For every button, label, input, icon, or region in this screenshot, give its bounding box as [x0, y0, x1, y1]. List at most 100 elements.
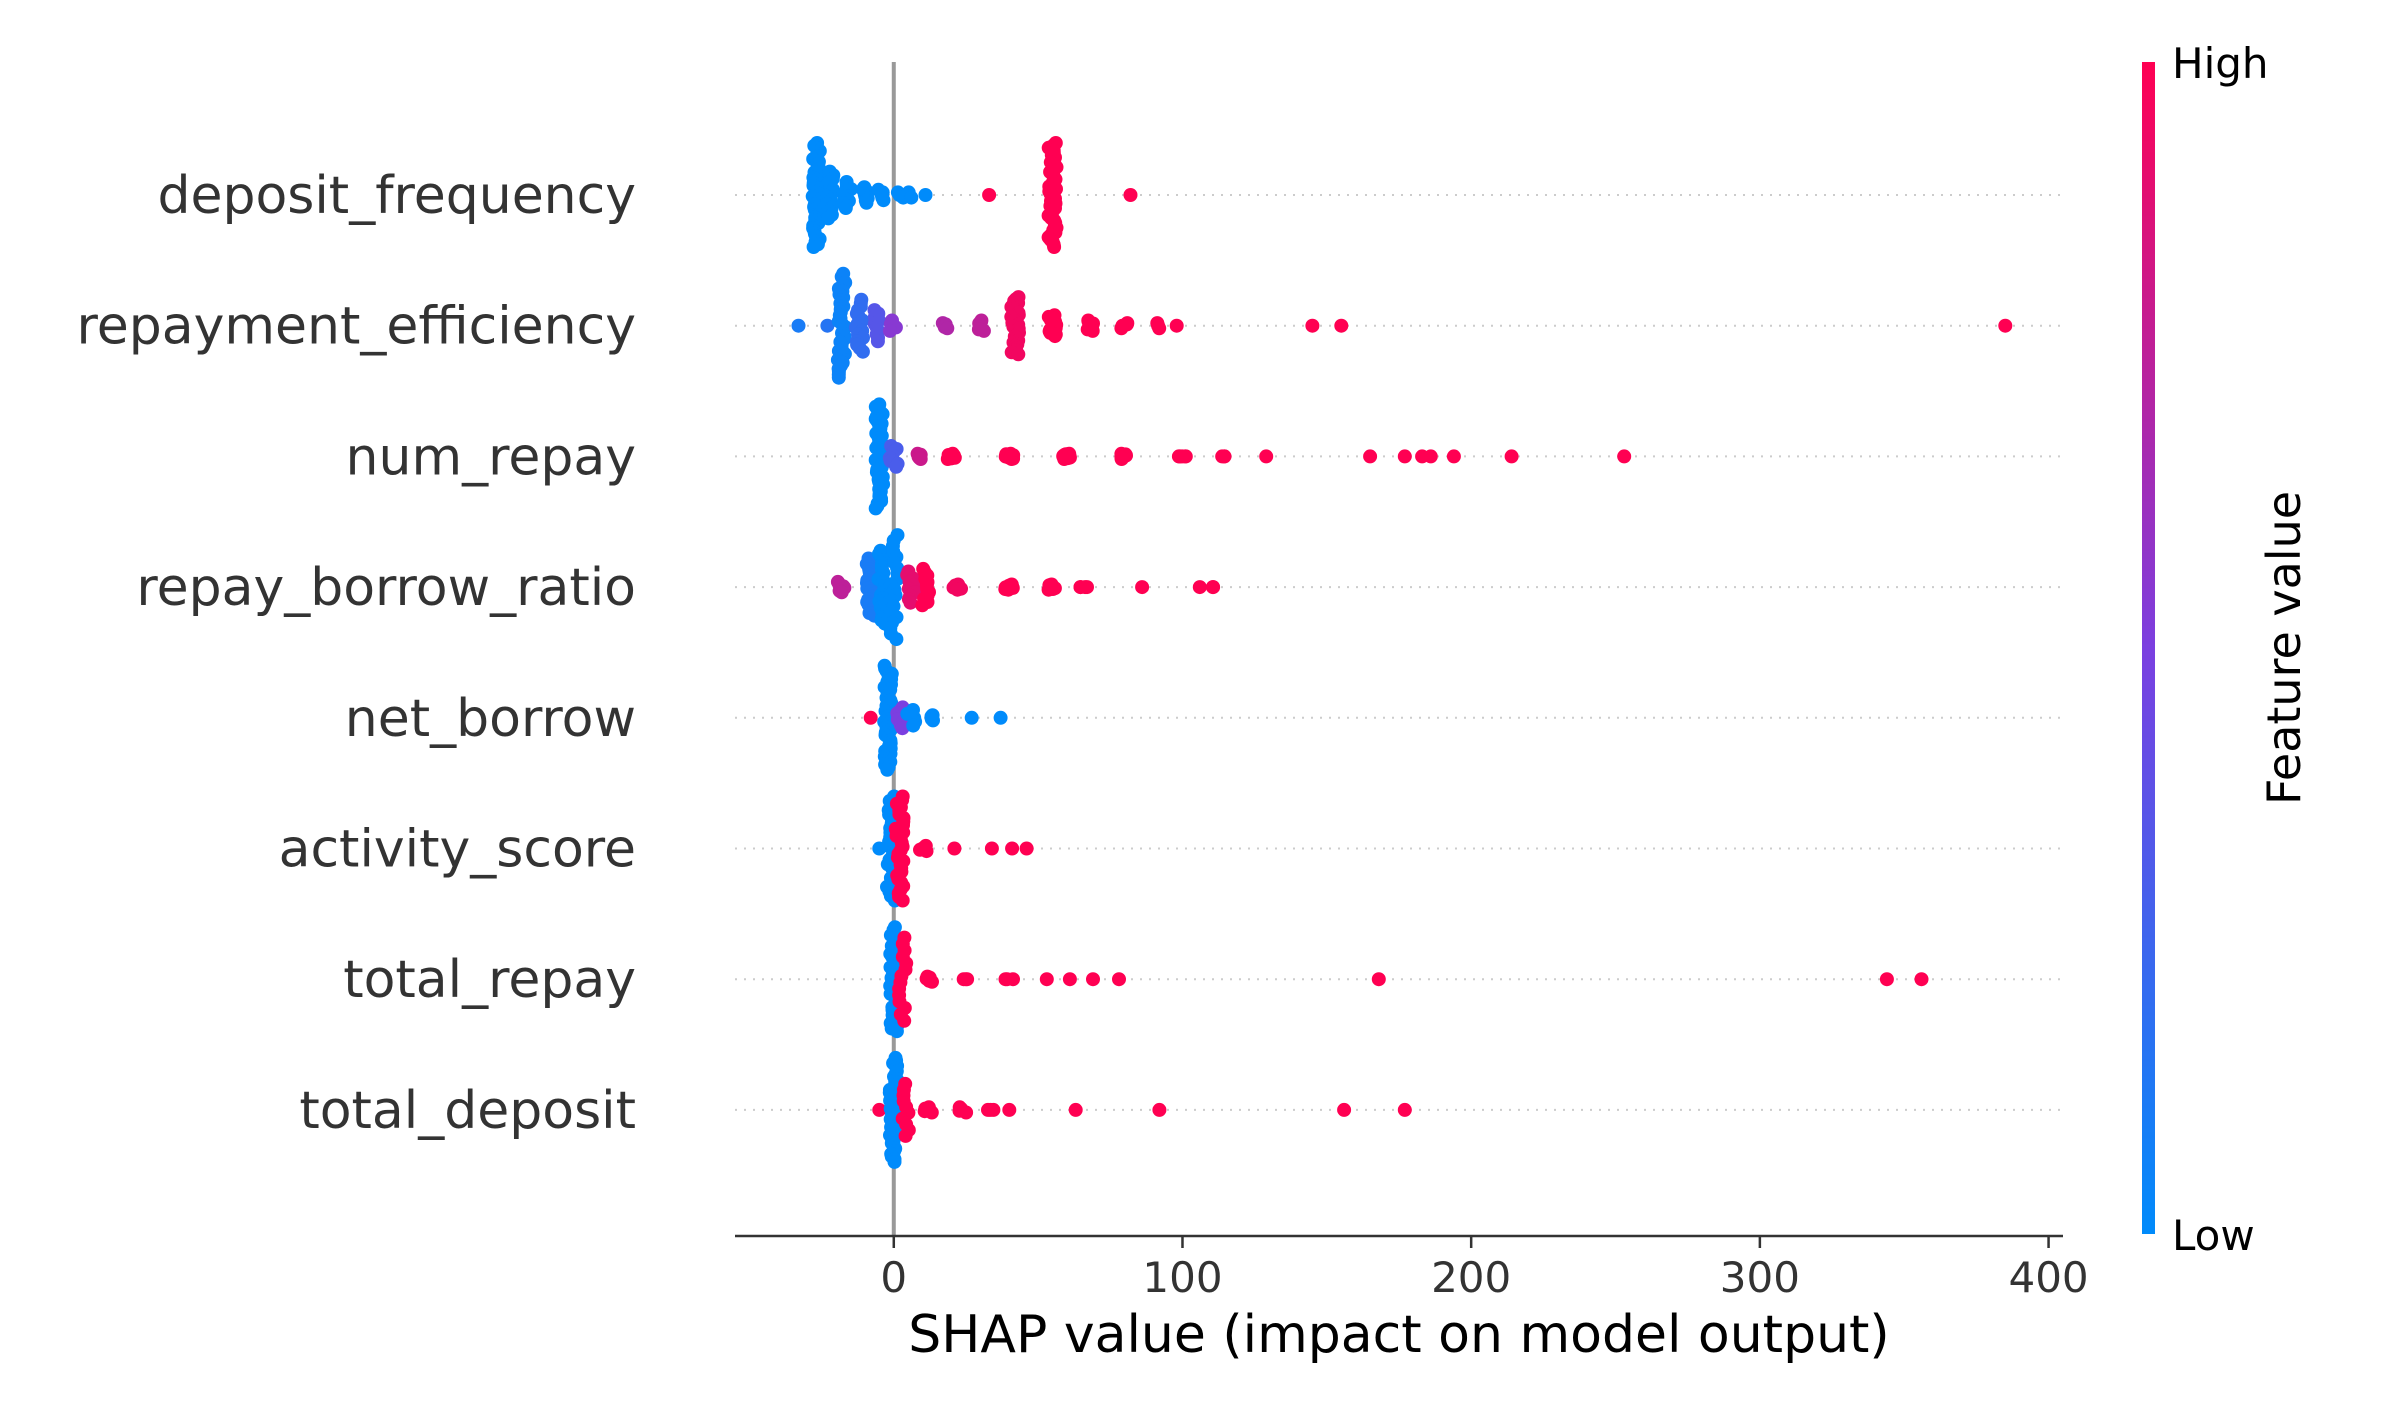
shap-point [855, 344, 870, 359]
shap-point [919, 844, 934, 859]
x-axis: 0 100 200 300 400 [735, 1234, 2089, 1302]
colorbar-gradient [2142, 62, 2155, 1234]
shap-point [876, 193, 891, 208]
x-tick-label: 0 [880, 1253, 907, 1302]
shap-point [1019, 841, 1034, 856]
shap-point [913, 452, 928, 466]
shap-point [1005, 841, 1020, 856]
shap-point [1048, 329, 1062, 344]
x-tick-label: 300 [1720, 1253, 1800, 1302]
shap-point [838, 201, 853, 215]
shap-point [1041, 582, 1056, 597]
feature-label: net_borrow [345, 689, 636, 749]
shap-point [1002, 1102, 1017, 1117]
shap-point [872, 1102, 887, 1117]
shap-point [1057, 452, 1072, 466]
shap-point [950, 582, 965, 597]
shap-point [1068, 1102, 1083, 1117]
x-tick-label: 100 [1142, 1253, 1222, 1302]
shap-point [924, 1105, 939, 1120]
shap-point [870, 334, 885, 349]
shap-point [1397, 449, 1412, 464]
shap-point [1446, 449, 1461, 464]
shap-point [897, 1013, 912, 1028]
shap-point [1371, 972, 1386, 987]
shap-point [1914, 972, 1929, 987]
shap-point [903, 595, 918, 610]
feature-label: repayment_efficiency [77, 297, 636, 357]
feature-label: total_deposit [299, 1081, 636, 1141]
colorbar-high-label: High [2172, 39, 2269, 88]
shap-point [1205, 580, 1220, 595]
shap-point [986, 1102, 1001, 1117]
colorbar-low-label: Low [2172, 1211, 2255, 1260]
x-tick-label: 200 [1431, 1253, 1511, 1302]
shap-point [1011, 347, 1026, 362]
colorbar: High Low Feature value [2142, 39, 2311, 1260]
shap-point [898, 1128, 913, 1143]
feature-label: deposit_frequency [157, 166, 636, 226]
shap-point [791, 318, 806, 333]
feature-label: repay_borrow_ratio [136, 558, 636, 618]
shap-point [1123, 188, 1138, 202]
shap-point [925, 974, 939, 989]
shap-point [1397, 1102, 1412, 1117]
shap-point [834, 585, 849, 600]
shap-point [1305, 318, 1320, 333]
shap-point [889, 632, 904, 647]
shap-point [1334, 318, 1349, 333]
shap-point [1171, 449, 1186, 464]
shap-point [880, 762, 895, 777]
shap-point [1363, 449, 1378, 464]
shap-point [887, 1154, 902, 1169]
shap-point [1337, 1102, 1352, 1117]
shap-point [859, 195, 874, 210]
shap-point [889, 459, 904, 474]
shap-point [1004, 452, 1019, 466]
shap-point [964, 710, 979, 725]
shap-point [1617, 449, 1632, 464]
shap-point [831, 370, 846, 385]
shap-point [1423, 449, 1438, 464]
shap-point [1114, 452, 1129, 466]
shap-point [940, 321, 955, 336]
shap-point [1504, 449, 1519, 464]
feature-label: total_repay [343, 950, 636, 1010]
shap-point [1259, 449, 1274, 464]
shap-point [940, 452, 955, 466]
shap-point [1998, 318, 2013, 333]
shap-point [918, 188, 933, 202]
shap-point [1135, 580, 1150, 595]
shap-point [820, 318, 835, 333]
shap-point [1006, 972, 1020, 987]
shap-point [895, 721, 910, 736]
shap-point [982, 188, 997, 202]
shap-point [1073, 580, 1088, 595]
shap-point [904, 190, 919, 205]
shap-point [958, 972, 973, 987]
shap-point [1062, 972, 1077, 987]
feature-label: num_repay [346, 427, 636, 487]
shap-point [1047, 240, 1062, 254]
shap-point [993, 710, 1008, 725]
colorbar-title: Feature value [2257, 491, 2311, 805]
shap-point [976, 323, 991, 338]
shap-point [906, 718, 921, 733]
shap-point [1086, 972, 1100, 987]
shap-point [1192, 580, 1207, 595]
shap-point [984, 841, 999, 856]
shap-point [1039, 972, 1054, 987]
shap-point [806, 240, 821, 254]
shap-point [926, 713, 940, 728]
shap-point [1152, 1102, 1167, 1117]
shap-point [959, 1105, 974, 1120]
shap-point [1169, 318, 1184, 333]
feature-label: activity_score [279, 820, 636, 880]
x-tick-label: 400 [2008, 1253, 2088, 1302]
shap-point [1112, 972, 1126, 987]
points-layer [791, 136, 2013, 1169]
feature-labels: deposit_frequency repayment_efficiencynum… [77, 166, 636, 1141]
shap-point [1114, 321, 1129, 336]
